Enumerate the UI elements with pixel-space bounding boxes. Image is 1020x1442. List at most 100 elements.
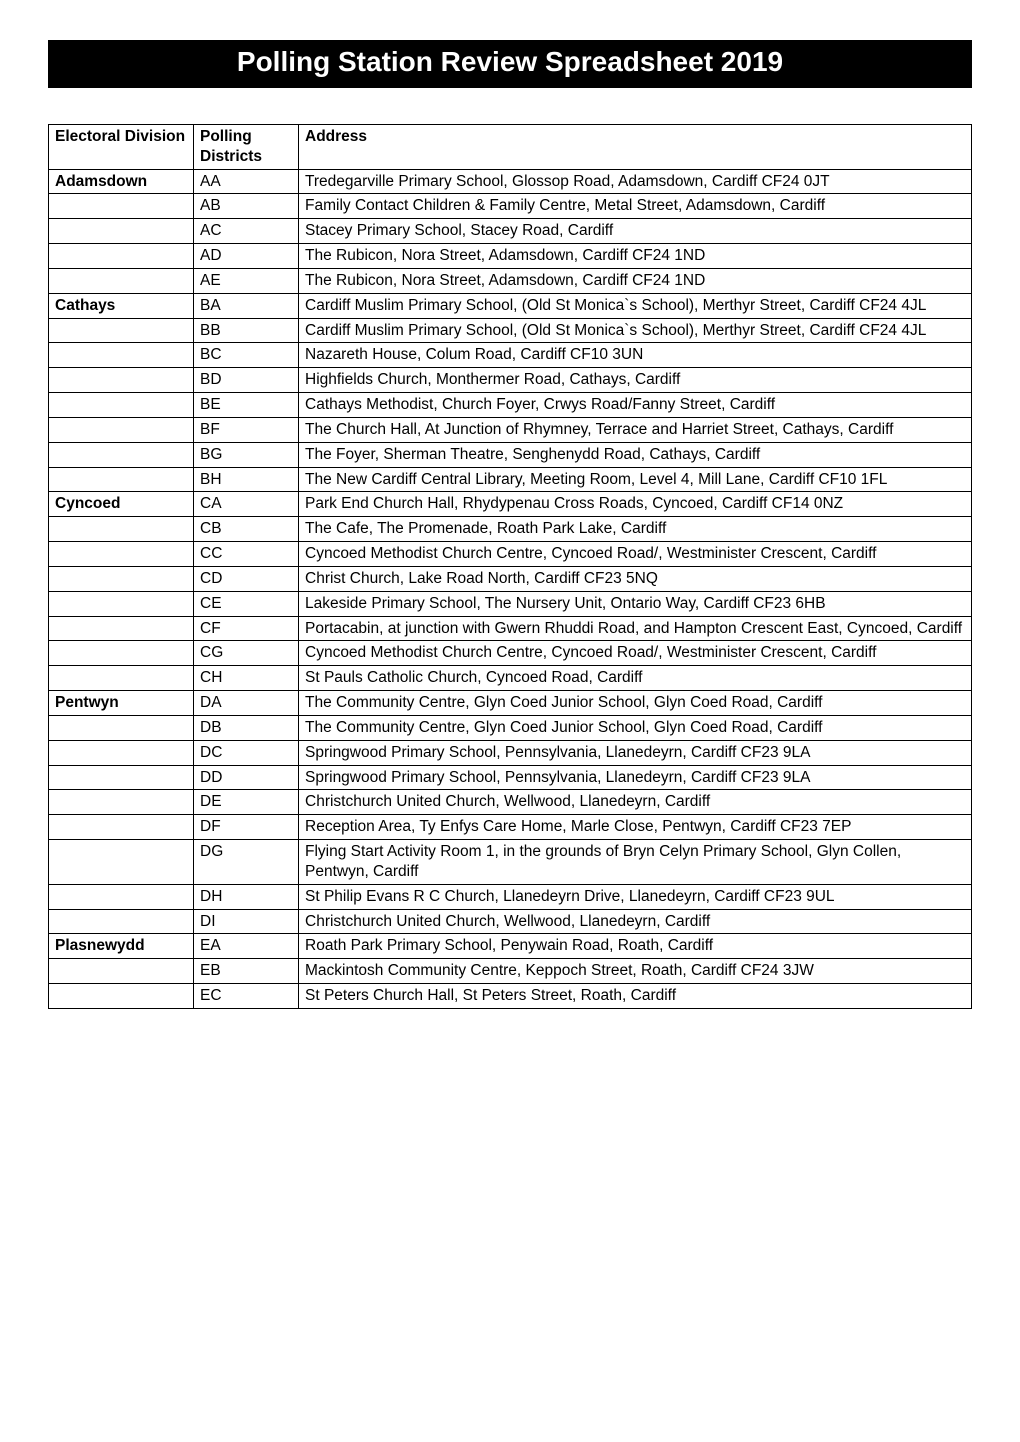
cell-address: The Cafe, The Promenade, Roath Park Lake… — [299, 517, 972, 542]
cell-address: Stacey Primary School, Stacey Road, Card… — [299, 219, 972, 244]
col-header-polling-districts: Polling Districts — [194, 125, 299, 170]
cell-polling-district: DE — [194, 790, 299, 815]
table-row: DIChristchurch United Church, Wellwood, … — [49, 909, 972, 934]
cell-electoral-division — [49, 815, 194, 840]
cell-polling-district: CA — [194, 492, 299, 517]
cell-address: The Rubicon, Nora Street, Adamsdown, Car… — [299, 268, 972, 293]
cell-polling-district: DI — [194, 909, 299, 934]
cell-electoral-division — [49, 318, 194, 343]
table-row: PentwynDAThe Community Centre, Glyn Coed… — [49, 691, 972, 716]
cell-address: The Community Centre, Glyn Coed Junior S… — [299, 691, 972, 716]
cell-electoral-division — [49, 959, 194, 984]
cell-polling-district: DD — [194, 765, 299, 790]
cell-address: Highfields Church, Monthermer Road, Cath… — [299, 368, 972, 393]
polling-station-table: Electoral Division Polling Districts Add… — [48, 124, 972, 1009]
cell-polling-district: BF — [194, 417, 299, 442]
cell-electoral-division — [49, 983, 194, 1008]
cell-address: Roath Park Primary School, Penywain Road… — [299, 934, 972, 959]
table-row: DGFlying Start Activity Room 1, in the g… — [49, 840, 972, 885]
table-row: PlasnewyddEARoath Park Primary School, P… — [49, 934, 972, 959]
cell-electoral-division — [49, 268, 194, 293]
cell-polling-district: BD — [194, 368, 299, 393]
cell-address: Cardiff Muslim Primary School, (Old St M… — [299, 293, 972, 318]
table-row: BGThe Foyer, Sherman Theatre, Senghenydd… — [49, 442, 972, 467]
table-row: BCNazareth House, Colum Road, Cardiff CF… — [49, 343, 972, 368]
cell-polling-district: DG — [194, 840, 299, 885]
col-header-address: Address — [299, 125, 972, 170]
cell-polling-district: CE — [194, 591, 299, 616]
cell-address: The Foyer, Sherman Theatre, Senghenydd R… — [299, 442, 972, 467]
cell-polling-district: DH — [194, 884, 299, 909]
cell-polling-district: AC — [194, 219, 299, 244]
cell-polling-district: BG — [194, 442, 299, 467]
table-row: CGCyncoed Methodist Church Centre, Cynco… — [49, 641, 972, 666]
cell-address: Christ Church, Lake Road North, Cardiff … — [299, 566, 972, 591]
table-row: ACStacey Primary School, Stacey Road, Ca… — [49, 219, 972, 244]
cell-address: Mackintosh Community Centre, Keppoch Str… — [299, 959, 972, 984]
cell-polling-district: BB — [194, 318, 299, 343]
cell-electoral-division — [49, 715, 194, 740]
table-row: DHSt Philip Evans R C Church, Llanedeyrn… — [49, 884, 972, 909]
table-row: CFPortacabin, at junction with Gwern Rhu… — [49, 616, 972, 641]
cell-electoral-division — [49, 765, 194, 790]
cell-electoral-division — [49, 442, 194, 467]
cell-electoral-division — [49, 517, 194, 542]
cell-address: Cyncoed Methodist Church Centre, Cyncoed… — [299, 641, 972, 666]
page: Polling Station Review Spreadsheet 2019 … — [0, 0, 1020, 1029]
table-row: BDHighfields Church, Monthermer Road, Ca… — [49, 368, 972, 393]
cell-address: Nazareth House, Colum Road, Cardiff CF10… — [299, 343, 972, 368]
cell-electoral-division — [49, 343, 194, 368]
cell-electoral-division — [49, 542, 194, 567]
cell-electoral-division — [49, 393, 194, 418]
table-row: DBThe Community Centre, Glyn Coed Junior… — [49, 715, 972, 740]
cell-address: Springwood Primary School, Pennsylvania,… — [299, 765, 972, 790]
table-row: CBThe Cafe, The Promenade, Roath Park La… — [49, 517, 972, 542]
table-row: CDChrist Church, Lake Road North, Cardif… — [49, 566, 972, 591]
cell-electoral-division — [49, 790, 194, 815]
cell-address: Park End Church Hall, Rhydypenau Cross R… — [299, 492, 972, 517]
cell-electoral-division — [49, 244, 194, 269]
cell-polling-district: DA — [194, 691, 299, 716]
cell-electoral-division — [49, 740, 194, 765]
cell-polling-district: CB — [194, 517, 299, 542]
cell-electoral-division — [49, 840, 194, 885]
cell-electoral-division — [49, 641, 194, 666]
cell-polling-district: BE — [194, 393, 299, 418]
cell-address: Cyncoed Methodist Church Centre, Cyncoed… — [299, 542, 972, 567]
cell-polling-district: CD — [194, 566, 299, 591]
cell-polling-district: CH — [194, 666, 299, 691]
cell-electoral-division: Plasnewydd — [49, 934, 194, 959]
cell-electoral-division — [49, 909, 194, 934]
table-row: BFThe Church Hall, At Junction of Rhymne… — [49, 417, 972, 442]
cell-electoral-division — [49, 884, 194, 909]
cell-address: Cathays Methodist, Church Foyer, Crwys R… — [299, 393, 972, 418]
table-row: ADThe Rubicon, Nora Street, Adamsdown, C… — [49, 244, 972, 269]
cell-electoral-division — [49, 591, 194, 616]
table-row: CHSt Pauls Catholic Church, Cyncoed Road… — [49, 666, 972, 691]
table-body: AdamsdownAATredegarville Primary School,… — [49, 169, 972, 1008]
table-row: DDSpringwood Primary School, Pennsylvani… — [49, 765, 972, 790]
cell-polling-district: CG — [194, 641, 299, 666]
cell-electoral-division: Cathays — [49, 293, 194, 318]
cell-address: Lakeside Primary School, The Nursery Uni… — [299, 591, 972, 616]
table-row: CathaysBACardiff Muslim Primary School, … — [49, 293, 972, 318]
cell-address: The Community Centre, Glyn Coed Junior S… — [299, 715, 972, 740]
cell-address: Reception Area, Ty Enfys Care Home, Marl… — [299, 815, 972, 840]
cell-electoral-division — [49, 194, 194, 219]
cell-polling-district: EC — [194, 983, 299, 1008]
table-row: CCCyncoed Methodist Church Centre, Cynco… — [49, 542, 972, 567]
cell-electoral-division: Cyncoed — [49, 492, 194, 517]
cell-polling-district: DF — [194, 815, 299, 840]
cell-polling-district: CC — [194, 542, 299, 567]
table-row: DCSpringwood Primary School, Pennsylvani… — [49, 740, 972, 765]
cell-polling-district: EB — [194, 959, 299, 984]
cell-polling-district: CF — [194, 616, 299, 641]
col-header-electoral-division: Electoral Division — [49, 125, 194, 170]
cell-address: Flying Start Activity Room 1, in the gro… — [299, 840, 972, 885]
cell-electoral-division: Adamsdown — [49, 169, 194, 194]
table-row: ABFamily Contact Children & Family Centr… — [49, 194, 972, 219]
cell-address: The Church Hall, At Junction of Rhymney,… — [299, 417, 972, 442]
table-row: EBMackintosh Community Centre, Keppoch S… — [49, 959, 972, 984]
cell-address: Springwood Primary School, Pennsylvania,… — [299, 740, 972, 765]
cell-polling-district: AD — [194, 244, 299, 269]
